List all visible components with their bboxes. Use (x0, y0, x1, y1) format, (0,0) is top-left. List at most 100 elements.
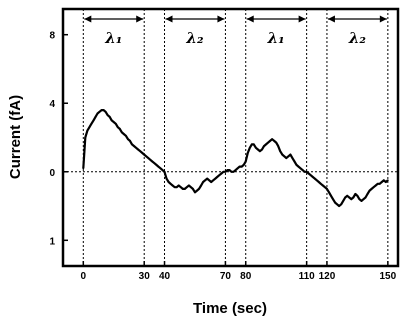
series-point-0-95 (275, 141, 278, 144)
series-point-0-64 (212, 179, 215, 182)
series-point-0-49 (181, 188, 184, 190)
series-point-0-26 (135, 146, 137, 149)
series-point-0-69 (222, 170, 225, 173)
series-point-0-126 (338, 205, 341, 207)
series-point-0-45 (173, 186, 176, 189)
series-point-0-88 (261, 148, 263, 151)
series-point-0-55 (194, 191, 196, 194)
series-point-0-87 (259, 150, 261, 153)
series-point-0-134 (354, 193, 357, 195)
series-point-0-119 (324, 186, 326, 189)
series-point-0-53 (190, 186, 192, 189)
y-tick-labels: 8 4 0 1 (49, 31, 55, 248)
series-point-0-0 (82, 167, 85, 170)
series-point-0-4 (90, 122, 93, 125)
interval-boundary-lines (82, 9, 389, 266)
series-point-0-48 (179, 186, 182, 189)
series-point-0-124 (334, 201, 336, 204)
series-point-0-143 (372, 186, 375, 189)
series-point-0-150 (386, 179, 389, 182)
series-point-0-139 (364, 196, 367, 199)
series-point-0-41 (165, 177, 168, 180)
series-point-0-121 (328, 191, 330, 194)
series-point-0-84 (252, 143, 255, 146)
series-point-0-52 (187, 184, 190, 187)
series-point-0-13 (108, 116, 111, 118)
series-point-0-34 (151, 160, 154, 163)
y-axis-title: Current (fA) (7, 95, 24, 179)
series-point-0-72 (228, 169, 231, 171)
series-point-0-12 (106, 114, 109, 117)
series-point-0-44 (171, 184, 174, 187)
x-tick-label-2: 40 (159, 271, 171, 282)
series-point-0-71 (226, 169, 229, 171)
series-point-0-29 (141, 152, 144, 154)
series-point-0-32 (147, 157, 150, 159)
series-point-0-105 (295, 164, 298, 166)
series-point-0-99 (283, 155, 286, 158)
series-point-0-50 (183, 188, 186, 190)
arrow-head-right-1 (217, 15, 225, 23)
series-point-0-122 (330, 194, 332, 197)
series-point-0-18 (118, 128, 121, 130)
series-point-0-110 (305, 170, 308, 173)
series-point-0-103 (291, 157, 294, 159)
series-point-0-109 (303, 170, 306, 173)
series-point-0-3 (88, 126, 91, 129)
series-point-0-5 (92, 119, 95, 122)
interval-label-2: λ₁ (267, 29, 285, 47)
series-point-0-28 (139, 150, 142, 153)
x-tick-label-6: 120 (319, 271, 336, 282)
series-point-0-89 (263, 145, 265, 147)
series-point-0-68 (220, 172, 223, 175)
series-point-0-92 (269, 140, 271, 142)
arrow-head-right-0 (136, 15, 144, 23)
series-point-0-22 (127, 138, 129, 141)
x-tick-label-3: 70 (220, 271, 232, 282)
y-tick-label-2: 0 (49, 168, 55, 179)
series-point-0-102 (289, 153, 292, 156)
series-point-0-113 (311, 176, 314, 178)
series-point-0-86 (257, 148, 259, 151)
series-point-0-36 (155, 164, 158, 166)
series-point-0-16 (114, 122, 117, 125)
series-point-0-144 (374, 184, 377, 187)
y-tick-label-1: 4 (49, 99, 55, 110)
series-line-0 (82, 108, 389, 208)
series-point-0-115 (315, 179, 318, 182)
series-point-0-136 (358, 198, 361, 201)
series-point-0-10 (102, 109, 105, 111)
series-point-0-75 (234, 169, 237, 171)
series-point-0-101 (287, 155, 290, 158)
series-point-0-25 (133, 145, 135, 147)
series-point-0-58 (200, 184, 202, 187)
series-point-0-20 (123, 133, 125, 135)
series-point-0-112 (309, 174, 312, 177)
arrow-head-right-2 (298, 15, 306, 23)
series-point-0-23 (129, 140, 131, 142)
series-point-0-133 (352, 196, 355, 199)
arrow-head-right-3 (379, 15, 387, 23)
series-point-0-57 (198, 188, 200, 190)
series-point-0-79 (242, 164, 245, 166)
interval-label-3: λ₂ (348, 29, 367, 47)
series-point-0-131 (348, 196, 351, 199)
series-point-0-82 (248, 146, 251, 149)
series-point-0-83 (250, 143, 253, 146)
series-point-0-76 (236, 167, 239, 170)
series-point-0-54 (192, 188, 194, 190)
x-tick-label-7: 150 (380, 271, 397, 282)
series-point-0-74 (232, 170, 235, 173)
series-point-0-59 (202, 181, 204, 183)
series-point-0-148 (382, 179, 385, 182)
y-tick-label-3: 1 (49, 236, 55, 247)
series-point-0-70 (224, 170, 227, 173)
series-point-0-60 (204, 179, 207, 182)
series-point-0-138 (362, 198, 365, 201)
series-point-0-123 (332, 198, 334, 201)
series-point-0-31 (145, 155, 148, 158)
arrow-head-left-0 (84, 15, 92, 23)
series-point-0-129 (344, 196, 347, 199)
series-point-0-91 (267, 141, 269, 144)
